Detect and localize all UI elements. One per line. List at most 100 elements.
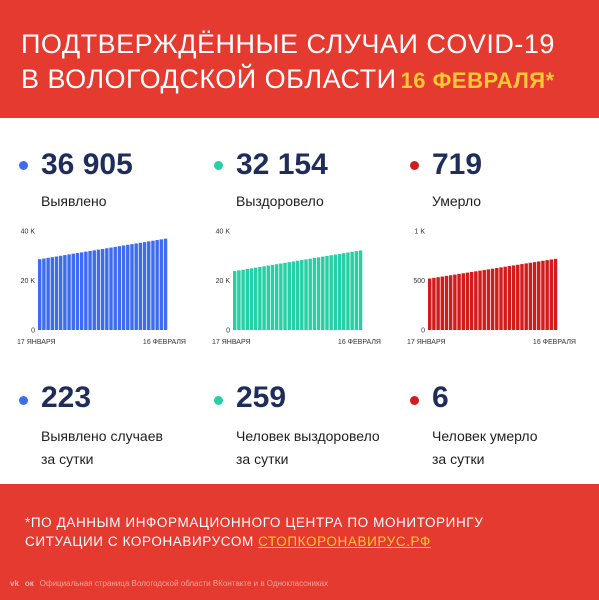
chart-bar (545, 260, 549, 330)
y-tick-label: 0 (226, 328, 230, 335)
title-line-2: В ВОЛОГОДСКОЙ ОБЛАСТИ 16 ФЕВРАЛЯ* (21, 64, 555, 95)
credits: vk ок Официальная страница Вологодской о… (10, 576, 328, 590)
chart-bar (241, 269, 245, 330)
chart-bar (337, 253, 342, 330)
chart-bar (96, 249, 101, 330)
daily-detected-label: Выявлено случаев (41, 428, 163, 444)
daily-detected-dot-icon (19, 396, 28, 405)
chart-bar (262, 266, 266, 330)
chart-bar (549, 259, 554, 330)
chart-bar (325, 255, 329, 330)
chart-bar (163, 238, 168, 330)
x-tick-label-start: 17 ЯНВАРЯ (407, 339, 446, 346)
daily-detected-sublabel: за сутки (41, 451, 94, 467)
recovered-dot-icon (214, 161, 223, 170)
chart-bar (507, 266, 512, 330)
chart-bar (440, 276, 445, 330)
chart-bar (495, 268, 499, 330)
chart-bar (499, 267, 503, 330)
chart-bar (528, 262, 533, 330)
chart-bar (75, 253, 80, 330)
header: ПОДТВЕРЖДЁННЫЕ СЛУЧАИ COVID-19 В ВОЛОГОД… (0, 0, 599, 118)
chart-bar (321, 256, 325, 330)
chart-bar (274, 264, 279, 330)
chart-bar (283, 262, 287, 330)
footnote-line-2: СИТУАЦИИ С КОРОНАВИРУСОМ СТОПКОРОНАВИРУС… (25, 532, 483, 551)
credits-text: Официальная страница Вологодской области… (39, 578, 329, 588)
chart-bar (245, 269, 250, 330)
chart-bar (126, 244, 130, 330)
chart-bar (258, 266, 262, 330)
chart-bar (233, 271, 237, 330)
chart-bar (92, 250, 96, 330)
chart-died-svg: 0 500 1 K 17 ЯНВАРЯ 16 ФЕВРАЛЯ (407, 229, 576, 347)
chart-bar (436, 277, 440, 330)
chart-bar (88, 250, 92, 330)
chart-bar (79, 252, 84, 330)
chart-bar (333, 254, 338, 330)
chart-bar (100, 248, 105, 330)
chart-bar (130, 244, 134, 330)
x-tick-label-end: 16 ФЕВРАЛЯ (143, 339, 186, 346)
chart-bar (266, 265, 270, 330)
chart-bar (71, 253, 75, 330)
chart-bar (142, 242, 147, 330)
y-tick-label: 20 K (216, 278, 231, 285)
chart-bar (354, 251, 359, 330)
chart-bar (432, 277, 436, 330)
chart-bar (117, 246, 122, 330)
chart-bar (300, 260, 304, 330)
chart-recovered-svg: 0 20 K 40 K 17 ЯНВАРЯ 16 ФЕВРАЛЯ (212, 229, 381, 347)
chart-bar (457, 273, 461, 330)
detected-dot-icon (19, 161, 28, 170)
footnote: *ПО ДАННЫМ ИНФОРМАЦИОННОГО ЦЕНТРА ПО МОН… (25, 513, 483, 551)
chart-bar (524, 263, 528, 330)
ok-icon[interactable]: ок (24, 578, 34, 588)
chart-bar (329, 255, 333, 330)
chart-bar (503, 266, 507, 330)
chart-bar (316, 257, 321, 330)
y-tick-label: 40 K (216, 229, 231, 236)
stat-died-value: 719 (432, 148, 483, 181)
chart-bar (537, 261, 541, 330)
chart-bar (249, 268, 254, 330)
x-tick-label-end: 16 ФЕВРАЛЯ (533, 339, 576, 346)
title-date: 16 ФЕВРАЛЯ* (400, 68, 555, 93)
stat-died-label: Умерло (432, 193, 482, 209)
chart-bar (553, 258, 558, 330)
daily-died-dot-icon (410, 396, 419, 405)
vk-icon[interactable]: vk (10, 578, 19, 588)
daily-died-label: Человек умерло (432, 428, 538, 444)
daily-recovered-label: Человек выздоровело (236, 428, 380, 444)
chart-died: 0 500 1 K 17 ЯНВАРЯ 16 ФЕВРАЛЯ (390, 218, 585, 348)
chart-bar (474, 271, 478, 330)
y-tick-label: 1 K (414, 229, 425, 236)
chart-bar (237, 270, 241, 330)
chart-bar (490, 268, 495, 330)
chart-bar (46, 257, 50, 330)
daily-died-sublabel: за сутки (432, 451, 485, 467)
chart-bar (342, 253, 346, 330)
chart-bar (308, 258, 312, 330)
chart-bar (469, 271, 474, 330)
chart-bar (516, 264, 520, 330)
chart-bar (38, 259, 42, 330)
x-tick-label-end: 16 ФЕВРАЛЯ (338, 339, 381, 346)
chart-bar (50, 257, 55, 330)
chart-bar (84, 251, 88, 330)
chart-bar (444, 275, 449, 330)
stopcoronavirus-link[interactable]: СТОПКОРОНАВИРУС.РФ (258, 534, 431, 549)
chart-bar (147, 241, 151, 330)
chart-bar (532, 262, 537, 330)
chart-bar (428, 278, 432, 330)
daily-died-value: 6 (432, 381, 449, 414)
chart-bar (138, 242, 143, 330)
chart-bar (350, 251, 354, 330)
chart-bar (63, 255, 67, 330)
chart-bar (42, 258, 46, 330)
chart-bar (465, 272, 470, 330)
stat-detected-label: Выявлено (41, 193, 107, 209)
chart-bar (134, 243, 138, 330)
chart-bar (346, 252, 350, 330)
stat-recovered-value: 32 154 (236, 148, 328, 181)
